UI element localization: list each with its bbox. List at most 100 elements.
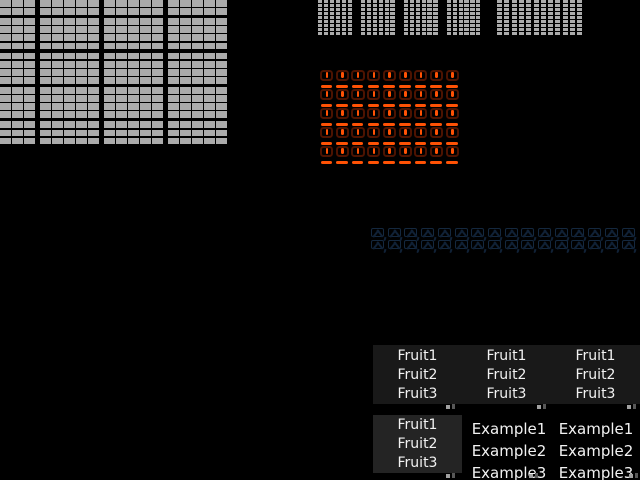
block-glyph-cell	[458, 12, 463, 15]
block-glyph-cell	[341, 0, 346, 3]
block-glyph-cell	[204, 95, 216, 102]
block-glyph-cell	[372, 20, 377, 23]
block-glyph-cell	[415, 0, 420, 3]
block-glyph-cell	[341, 12, 346, 15]
list-item[interactable]: Fruit3	[486, 386, 527, 403]
list-item[interactable]: Fruit2	[397, 366, 438, 383]
navy-glyph-cell	[387, 228, 403, 241]
block-glyph-cell	[12, 18, 24, 26]
segment-outline	[445, 70, 459, 81]
block-glyph-cell	[76, 18, 88, 26]
list-item[interactable]: Fruit2	[486, 366, 527, 383]
resize-grip-icon[interactable]	[627, 404, 636, 409]
fruit-list-3[interactable]: Fruit1 Fruit2 Fruit3	[551, 345, 640, 404]
block-glyph-cell	[88, 52, 100, 60]
segment-glyph-cell	[429, 70, 444, 89]
segment-outline	[414, 146, 428, 157]
list-item[interactable]: Fruit3	[397, 455, 438, 472]
fruit-list-4[interactable]: Fruit1 Fruit2 Fruit3	[373, 415, 462, 473]
block-glyph-cell	[415, 28, 420, 31]
block-glyph-cell	[329, 24, 335, 27]
block-glyph-cell	[577, 4, 583, 7]
glyph-stroke	[593, 228, 601, 238]
block-glyph-cell	[526, 32, 532, 35]
block-glyph-cell	[497, 8, 502, 11]
block-glyph-cell	[372, 24, 377, 27]
block-glyph-cell	[0, 95, 11, 102]
segment-outline	[445, 127, 459, 138]
list-item[interactable]: Fruit1	[575, 347, 616, 364]
block-glyph-cell	[167, 26, 179, 34]
block-glyph-cell	[366, 24, 372, 27]
block-glyph-cell	[378, 20, 383, 23]
segment-tick	[388, 128, 391, 135]
list-item[interactable]: Fruit1	[397, 416, 438, 433]
glyph-stroke	[476, 241, 484, 250]
example-list-1[interactable]: Example1 Example2 Example3	[464, 416, 554, 480]
block-glyph-cell	[504, 24, 510, 27]
block-glyph-cell	[540, 4, 546, 7]
list-item[interactable]: Fruit2	[575, 366, 616, 383]
block-glyph-cell	[378, 24, 383, 27]
block-glyph-cell	[76, 95, 88, 102]
glyph-stroke	[393, 241, 401, 250]
glyph-stroke	[593, 241, 601, 250]
block-glyph-cell	[39, 87, 51, 94]
resize-grip-icon[interactable]	[446, 473, 455, 478]
block-glyph-cell	[518, 16, 524, 19]
block-glyph-cell	[24, 42, 36, 50]
block-glyph-cell	[452, 16, 457, 19]
segment-tick	[356, 109, 360, 116]
list-item[interactable]: Example3	[471, 463, 547, 480]
block-glyph-cell	[476, 32, 481, 35]
segment-bottom-dash	[383, 85, 395, 88]
block-glyph-cell	[421, 0, 426, 3]
block-glyph-cell	[555, 16, 561, 19]
resize-grip-icon[interactable]	[446, 404, 455, 409]
block-glyph-cell	[140, 95, 152, 102]
list-item[interactable]: Example2	[558, 441, 634, 460]
example-list-2[interactable]: Example1 Example2 Example3	[554, 416, 638, 480]
fruit-list-2[interactable]: Fruit1 Fruit2 Fruit3	[462, 345, 551, 404]
list-item[interactable]: Fruit3	[575, 386, 616, 403]
block-glyph-cell	[204, 68, 216, 76]
block-glyph-cell	[103, 121, 115, 129]
glyph-comma	[449, 248, 453, 253]
glyph-comma	[633, 248, 637, 253]
block-glyph-cell	[341, 24, 346, 27]
list-item[interactable]: Fruit2	[397, 435, 438, 452]
block-glyph-cell	[476, 0, 481, 3]
list-item[interactable]: Fruit3	[397, 386, 438, 403]
block-glyph-cell	[51, 95, 63, 102]
fruit-list-1[interactable]: Fruit1 Fruit2 Fruit3	[373, 345, 462, 404]
resize-grip-icon[interactable]	[529, 473, 538, 478]
list-item[interactable]: Fruit1	[486, 347, 527, 364]
segment-bottom-dash	[430, 85, 442, 88]
block-glyph-cell	[555, 24, 561, 27]
segment-tick	[388, 147, 391, 154]
block-glyph-cell	[88, 137, 100, 145]
block-glyph-cell	[433, 8, 438, 11]
block-glyph-cell	[216, 111, 228, 119]
glyph-comma	[616, 248, 620, 253]
block-glyph-cell	[115, 18, 127, 26]
resize-grip-icon[interactable]	[629, 473, 638, 478]
block-glyph-cell	[577, 32, 583, 35]
block-glyph-cell	[167, 111, 179, 119]
block-glyph-cell	[452, 24, 457, 27]
segment-outline	[414, 108, 428, 119]
segment-tick	[451, 128, 454, 135]
block-glyph-cell	[179, 87, 191, 94]
list-item[interactable]: Example1	[558, 419, 634, 438]
segment-outline	[429, 146, 444, 157]
navy-glyph-cell	[387, 240, 403, 253]
resize-grip-icon[interactable]	[537, 404, 546, 409]
list-item[interactable]: Example3	[558, 463, 634, 480]
block-glyph-cell	[76, 68, 88, 76]
segment-tick	[451, 109, 454, 116]
list-item[interactable]: Fruit1	[397, 347, 438, 364]
list-item[interactable]: Example1	[471, 419, 547, 438]
block-glyph-cell	[64, 0, 75, 7]
block-glyph-cell	[88, 18, 100, 26]
list-item[interactable]: Example2	[471, 441, 547, 460]
